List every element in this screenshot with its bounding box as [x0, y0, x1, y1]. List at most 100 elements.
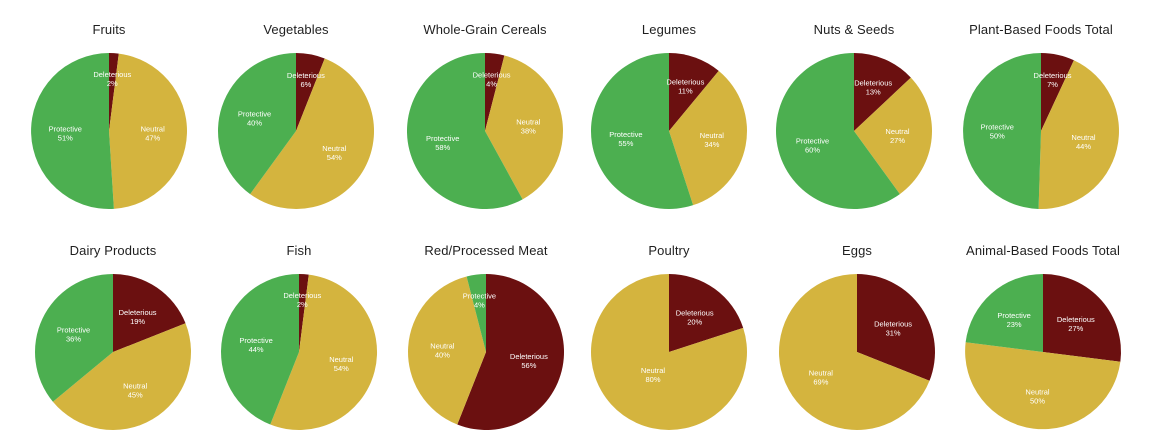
slice-value-deleterious: 7% — [1047, 80, 1058, 89]
pie-slice-protective — [31, 53, 114, 209]
pie-slice-protective — [963, 53, 1041, 209]
slice-value-neutral: 69% — [813, 378, 828, 387]
slice-value-neutral: 54% — [334, 364, 349, 373]
slice-label-protective: Protective — [981, 122, 1014, 131]
pie-chart-legumes: Legumes Deleterious 11% Neutral 34% Protecti… — [576, 22, 762, 222]
pie-slice-protective — [218, 53, 296, 195]
pie-slice-neutral — [250, 58, 375, 210]
chart-title: Animal-Based Foods Total — [966, 243, 1120, 258]
slice-label-deleterious: Deleterious — [1057, 315, 1095, 324]
pie-slice-neutral — [485, 55, 564, 200]
slice-label-deleterious: Deleterious — [287, 71, 325, 80]
pie-slice-deleterious — [109, 53, 119, 131]
pie-slice-protective — [775, 53, 900, 209]
pie-slice-deleterious — [113, 274, 186, 352]
slice-label-deleterious: Deleterious — [854, 79, 892, 88]
slice-label-neutral: Neutral — [329, 355, 354, 364]
slice-label-deleterious: Deleterious — [874, 319, 912, 328]
slice-value-neutral: 54% — [327, 153, 342, 162]
chart-title: Dairy Products — [69, 243, 157, 258]
slice-value-protective: 23% — [1007, 320, 1022, 329]
slice-value-protective: 50% — [990, 131, 1005, 140]
pie-chart-dairy-products: Dairy Products Deleterious 19% Neutral 45% P… — [20, 243, 206, 443]
pie-slice-deleterious — [854, 53, 911, 131]
pie-slice-protective — [965, 274, 1043, 352]
slice-label-neutral: Neutral — [322, 144, 347, 153]
pie-slice-deleterious — [485, 53, 505, 131]
pie-chart-plant-based-total: Plant-Based Foods Total Deleterious 7% Neu… — [948, 22, 1134, 222]
pie-slice-neutral — [52, 323, 191, 430]
slice-value-neutral: 38% — [521, 127, 536, 136]
pie-slice-deleterious — [1043, 274, 1121, 362]
pie-chart-fish: Fish Deleterious 2% Neutral 54% Protective 44… — [206, 243, 392, 443]
slice-value-neutral: 50% — [1030, 396, 1045, 405]
slice-label-protective: Protective — [49, 124, 82, 133]
slice-label-neutral: Neutral — [141, 124, 166, 133]
slice-value-deleterious: 6% — [300, 80, 311, 89]
slice-value-deleterious: 27% — [1068, 324, 1083, 333]
pie-slice-protective — [221, 274, 299, 425]
pie-chart-poultry: Poultry Deleterious 20% Neutral 80% — [576, 243, 762, 443]
chart-title: Vegetables — [263, 22, 329, 37]
slice-value-protective: 51% — [58, 133, 73, 142]
slice-label-neutral: Neutral — [809, 369, 834, 378]
slice-label-protective: Protective — [609, 130, 642, 139]
slice-value-neutral: 40% — [435, 350, 450, 359]
slice-value-deleterious: 31% — [886, 328, 901, 337]
slice-label-neutral: Neutral — [516, 118, 541, 127]
slice-value-deleterious: 56% — [521, 361, 536, 370]
slice-value-protective: 36% — [66, 334, 81, 343]
pie-slice-neutral — [1038, 60, 1119, 209]
chart-title: Fish — [286, 243, 312, 258]
pie-slice-protective — [466, 274, 486, 352]
chart-title: Plant-Based Foods Total — [969, 22, 1113, 37]
pie-slice-protective — [34, 274, 113, 402]
slice-value-protective: 4% — [474, 300, 485, 309]
slice-value-neutral: 34% — [704, 140, 719, 149]
slice-label-deleterious: Deleterious — [119, 308, 157, 317]
slice-value-protective: 60% — [805, 146, 820, 155]
slice-value-deleterious: 20% — [687, 318, 702, 327]
chart-title: Nuts & Seeds — [813, 22, 895, 37]
slice-label-deleterious: Deleterious — [283, 291, 321, 300]
pie-slice-protective — [590, 53, 694, 209]
slice-value-neutral: 47% — [145, 133, 160, 142]
pie-slice-neutral — [965, 342, 1121, 430]
pie-slice-deleterious — [299, 274, 309, 352]
slice-label-protective: Protective — [463, 291, 496, 300]
slice-value-protective: 55% — [618, 139, 633, 148]
slice-label-neutral: Neutral — [641, 366, 666, 375]
slice-value-deleterious: 2% — [297, 300, 308, 309]
slice-label-protective: Protective — [57, 325, 90, 334]
pie-chart-fruits: Fruits Deleterious 2% Neutral 47% Protective… — [16, 22, 202, 222]
pie-chart-grid: Fruits Deleterious 2% Neutral 47% Protective… — [16, 22, 1134, 431]
slice-label-neutral: Neutral — [885, 127, 910, 136]
pie-slice-neutral — [109, 53, 187, 209]
slice-label-deleterious: Deleterious — [1034, 71, 1072, 80]
chart-title: Red/Processed Meat — [424, 243, 548, 258]
chart-title: Eggs — [841, 243, 873, 258]
slice-label-neutral: Neutral — [430, 341, 455, 350]
slice-value-protective: 40% — [247, 119, 262, 128]
pie-slice-neutral — [590, 274, 747, 430]
slice-value-neutral: 27% — [890, 136, 905, 145]
slice-value-deleterious: 13% — [866, 88, 881, 97]
pie-slice-neutral — [778, 274, 930, 430]
chart-title: Whole-Grain Cereals — [423, 22, 547, 37]
chart-title: Fruits — [92, 22, 126, 37]
pie-chart-animal-based-total: Animal-Based Foods Total Deleterious 27% N… — [950, 243, 1136, 443]
slice-label-protective: Protective — [426, 134, 459, 143]
pie-slice-neutral — [408, 276, 486, 425]
chart-title: Legumes — [641, 22, 697, 37]
pie-slice-deleterious — [669, 274, 744, 352]
pie-slice-deleterious — [669, 53, 719, 131]
slice-label-protective: Protective — [997, 311, 1030, 320]
